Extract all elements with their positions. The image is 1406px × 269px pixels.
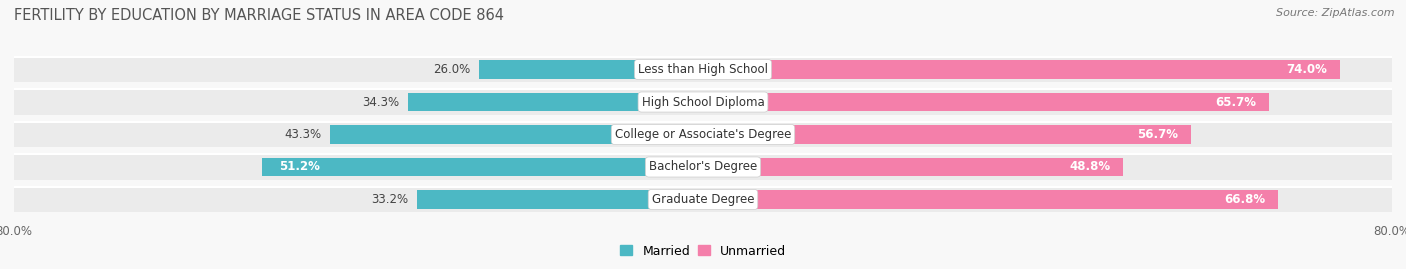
Bar — [418, 190, 703, 209]
Text: Less than High School: Less than High School — [638, 63, 768, 76]
Text: 48.8%: 48.8% — [1069, 161, 1111, 174]
Text: 74.0%: 74.0% — [1286, 63, 1327, 76]
Bar — [703, 125, 1191, 144]
Text: Graduate Degree: Graduate Degree — [652, 193, 754, 206]
Legend: Married, Unmarried: Married, Unmarried — [614, 239, 792, 263]
Text: 51.2%: 51.2% — [280, 161, 321, 174]
Bar — [330, 125, 703, 144]
Text: 56.7%: 56.7% — [1137, 128, 1178, 141]
Text: High School Diploma: High School Diploma — [641, 95, 765, 108]
Bar — [14, 122, 1392, 147]
Text: Source: ZipAtlas.com: Source: ZipAtlas.com — [1277, 8, 1395, 18]
Bar — [14, 57, 1392, 82]
Text: FERTILITY BY EDUCATION BY MARRIAGE STATUS IN AREA CODE 864: FERTILITY BY EDUCATION BY MARRIAGE STATU… — [14, 8, 505, 23]
Bar — [703, 93, 1268, 111]
Text: 34.3%: 34.3% — [361, 95, 399, 108]
Text: 33.2%: 33.2% — [371, 193, 409, 206]
Bar — [408, 93, 703, 111]
Bar — [703, 158, 1123, 176]
Bar — [14, 154, 1392, 180]
Bar — [703, 190, 1278, 209]
Bar — [703, 60, 1340, 79]
Bar — [479, 60, 703, 79]
Bar — [14, 187, 1392, 212]
Text: Bachelor's Degree: Bachelor's Degree — [650, 161, 756, 174]
Bar — [262, 158, 703, 176]
Bar — [14, 89, 1392, 115]
Text: College or Associate's Degree: College or Associate's Degree — [614, 128, 792, 141]
Text: 26.0%: 26.0% — [433, 63, 471, 76]
Text: 65.7%: 65.7% — [1215, 95, 1256, 108]
Text: 43.3%: 43.3% — [284, 128, 322, 141]
Text: 66.8%: 66.8% — [1225, 193, 1265, 206]
